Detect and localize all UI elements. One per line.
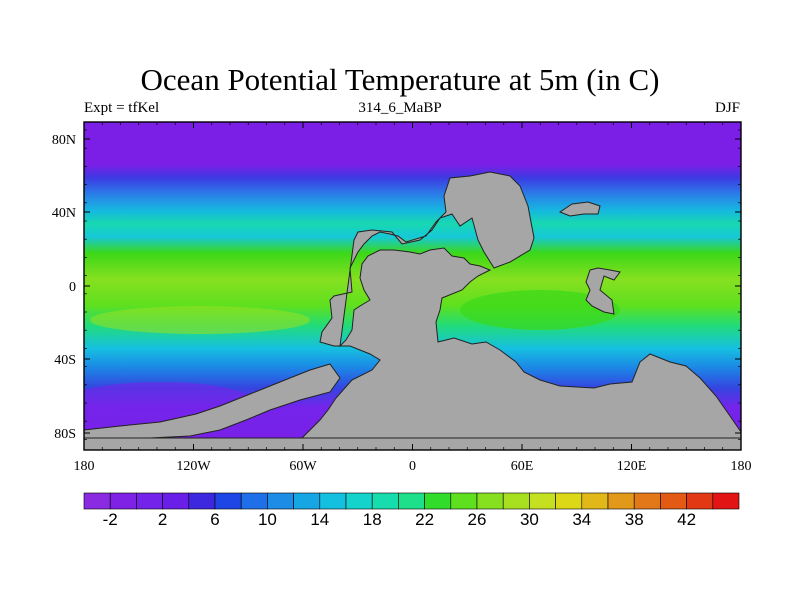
colorbar-swatch: [319, 492, 347, 510]
longitude-axis: 180 120W 60W 0 60E 120E 180: [74, 122, 752, 474]
lat-tick-label: 40N: [52, 206, 76, 221]
colorbar-label: 34: [572, 510, 591, 529]
warm-pool-east: [460, 290, 620, 330]
colorbar-label: 42: [677, 510, 696, 529]
colorbar-label: 18: [363, 510, 382, 529]
colorbar-swatch: [607, 492, 635, 510]
land-pangaea: [301, 171, 742, 451]
map-title: Ocean Potential Temperature at 5m (in C): [140, 62, 660, 97]
colorbar-label: 38: [625, 510, 644, 529]
lon-tick-label: 120E: [617, 459, 647, 474]
lon-tick-label: 120W: [176, 459, 211, 474]
lon-tick-label: 180: [74, 459, 95, 474]
colorbar-label: 10: [258, 510, 277, 529]
colorbar-swatch: [450, 492, 478, 510]
colorbar-swatch: [686, 492, 714, 510]
lat-tick-label: 80S: [54, 427, 76, 442]
colorbar-swatch: [529, 492, 556, 510]
lat-tick-label: 0: [69, 280, 76, 295]
period-label: 314_6_MaBP: [358, 100, 442, 116]
lat-tick-label: 40S: [54, 353, 76, 368]
colorbar-swatch: [109, 492, 137, 510]
lat-tick-label: 80N: [52, 133, 76, 148]
colorbar-label: -2: [103, 510, 118, 529]
colorbar-label: 6: [210, 510, 219, 529]
lon-tick-label: 60E: [511, 459, 534, 474]
colorbar-swatch: [424, 492, 452, 510]
colorbar-swatch: [214, 492, 242, 510]
latitude-axis: 80N 40N 0 40S 80S: [52, 129, 741, 442]
colorbar-swatch: [267, 492, 294, 510]
colorbar-swatch: [660, 492, 687, 510]
colorbar-swatch: [293, 492, 321, 510]
colorbar-label: 2: [158, 510, 167, 529]
land-north-island: [558, 201, 601, 217]
colorbar-label: 26: [468, 510, 487, 529]
colorbar-swatch: [476, 492, 504, 510]
colorbar-swatch: [712, 492, 740, 510]
colorbar-label: 30: [520, 510, 539, 529]
colorbar-label: 14: [310, 510, 329, 529]
colorbar: -2 2 6 10 14 18 22 26 30 34 38 42: [83, 492, 740, 529]
colorbar-swatch: [581, 492, 609, 510]
cold-tongue-south: [84, 382, 250, 418]
colorbar-swatch: [633, 492, 661, 510]
colorbar-swatch: [371, 492, 399, 510]
colorbar-swatch: [240, 492, 268, 510]
colorbar-swatch: [136, 492, 163, 510]
warm-pool-west: [90, 306, 310, 334]
season-label: DJF: [714, 100, 740, 116]
lon-tick-label: 0: [409, 459, 416, 474]
experiment-label: Expt = tfKel: [84, 100, 160, 116]
colorbar-swatch: [555, 492, 583, 510]
land-east-peninsula: [585, 267, 621, 315]
lon-tick-label: 60W: [289, 459, 317, 474]
colorbar-swatch: [83, 492, 111, 510]
colorbar-swatch: [345, 492, 373, 510]
colorbar-swatch: [502, 492, 530, 510]
colorbar-swatch: [162, 492, 190, 510]
colorbar-label: 22: [415, 510, 434, 529]
lon-tick-label: 180: [731, 459, 752, 474]
colorbar-swatch: [398, 492, 425, 510]
colorbar-swatch: [188, 492, 216, 510]
